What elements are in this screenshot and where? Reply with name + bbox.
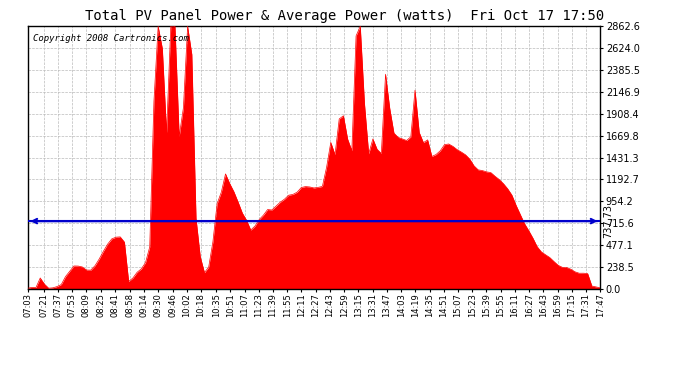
Text: 737.73: 737.73 <box>603 204 613 238</box>
Text: Copyright 2008 Cartronics.com: Copyright 2008 Cartronics.com <box>33 34 189 43</box>
Text: Total PV Panel Power & Average Power (watts)  Fri Oct 17 17:50: Total PV Panel Power & Average Power (wa… <box>86 9 604 23</box>
